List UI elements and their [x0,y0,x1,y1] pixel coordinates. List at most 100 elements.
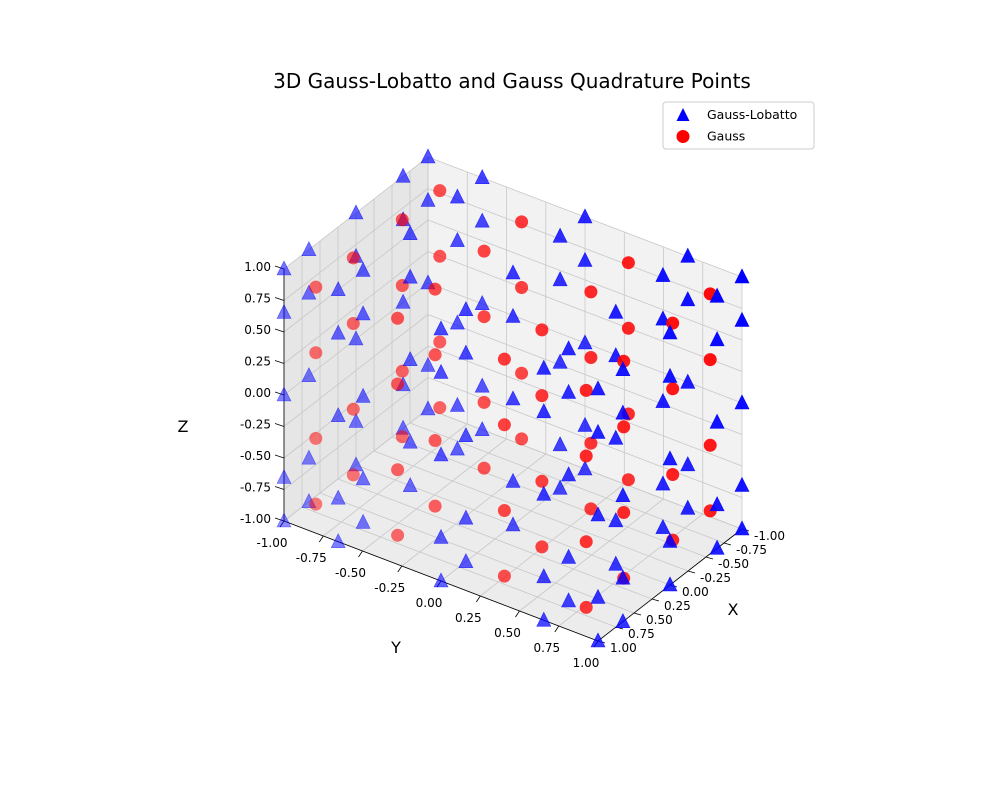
y-tick [554,625,560,633]
gauss-lobatto-point [561,592,577,608]
gauss-point [497,418,511,432]
gauss-point [584,285,598,299]
gauss-lobatto-point [505,307,521,323]
gauss-point [428,348,442,362]
gauss-point [391,377,405,391]
gauss-lobatto-point [577,460,593,476]
gauss-lobatto-point [395,293,411,309]
gauss-point [433,184,447,198]
gauss-lobatto-point [590,632,606,648]
gauss-lobatto-point [474,212,490,228]
gauss-lobatto-point [402,433,418,449]
gauss-lobatto-point [552,271,568,287]
gauss-lobatto-point [355,305,371,321]
gauss-point [515,215,529,229]
x-tick [705,556,714,560]
z-tick-label: -0.25 [240,418,271,432]
x-tick-label: -0.25 [700,571,731,585]
gauss-lobatto-point [301,367,317,383]
gauss-lobatto-point [536,485,552,501]
gauss-lobatto-point [590,588,606,604]
gauss-lobatto-point [734,268,750,284]
gauss-lobatto-point [561,466,577,482]
gauss-point [535,389,549,403]
x-tick [723,542,732,546]
gauss-point [477,310,491,324]
gauss-lobatto-point [709,413,725,429]
gauss-point [621,473,635,487]
legend-marker-gauss [676,130,690,143]
gauss-lobatto-point [590,423,606,439]
y-tick [397,565,403,573]
gauss-lobatto-point [734,394,750,410]
gauss-lobatto-point [536,611,552,627]
gauss-lobatto-point [395,167,411,183]
gauss-lobatto-point [276,512,292,528]
gauss-lobatto-point [577,208,593,224]
gauss-point [433,335,447,349]
gauss-lobatto-point [615,361,631,377]
gauss-lobatto-point [458,553,474,569]
gauss-point [477,395,491,409]
gauss-lobatto-point [458,427,474,443]
gauss-point [497,569,511,583]
gauss-lobatto-point [276,468,292,484]
gauss-lobatto-point [330,281,346,297]
gauss-lobatto-point [655,518,671,534]
x-tick [651,598,660,602]
gauss-point [666,382,680,396]
gauss-point [497,504,511,517]
gauss-lobatto-point [276,303,292,319]
gauss-lobatto-point [420,148,436,164]
gauss-lobatto-point [680,291,696,307]
y-axis-label: Y [390,638,401,657]
gauss-lobatto-point [577,251,593,267]
gauss-lobatto-point [330,489,346,505]
gauss-lobatto-point [608,512,624,528]
gauss-lobatto-point [561,383,577,399]
gauss-lobatto-point [655,392,671,408]
gauss-lobatto-point [590,380,606,396]
grid-line-x [337,478,653,600]
y-tick-label: -0.50 [335,566,366,580]
gauss-point [309,346,323,360]
gauss-point [433,249,447,263]
gauss-lobatto-point [433,446,449,462]
x-tick-label: -0.50 [718,557,749,571]
gauss-lobatto-point [433,320,449,336]
gauss-point [395,364,409,378]
gauss-lobatto-point [348,204,364,220]
gauss-point [309,280,323,294]
gauss-point [703,438,717,452]
gauss-lobatto-point [561,548,577,564]
gauss-point [515,281,529,294]
gauss-lobatto-point [474,295,490,311]
x-tick-label: 0.25 [664,599,691,613]
x-tick-label: 0.50 [646,613,673,627]
gauss-point [395,213,409,227]
x-tick-label: -1.00 [754,529,785,543]
grid-line-y [519,498,664,612]
gauss-lobatto-point [552,479,568,495]
x-tick [633,612,642,616]
legend-frame [662,101,815,150]
gauss-lobatto-point [505,390,521,406]
gauss-lobatto-point [709,287,725,303]
x-tick-label: 0.75 [628,627,655,641]
gauss-point [584,351,598,364]
y-tick-label: 0.75 [533,641,560,655]
gauss-lobatto-point [662,367,678,383]
legend-label-gauss: Gauss [707,129,745,144]
gauss-lobatto-point [449,314,465,330]
gauss-lobatto-point [348,330,364,346]
gauss-lobatto-point [402,351,418,367]
gauss-lobatto-point [655,266,671,282]
x-tick [687,570,696,574]
gauss-lobatto-point [433,528,449,544]
gauss-point [497,352,511,366]
gauss-point [309,431,323,445]
gauss-lobatto-point [662,324,678,340]
gauss-lobatto-point [449,396,465,412]
gauss-point [433,401,447,415]
gauss-point [579,383,593,397]
